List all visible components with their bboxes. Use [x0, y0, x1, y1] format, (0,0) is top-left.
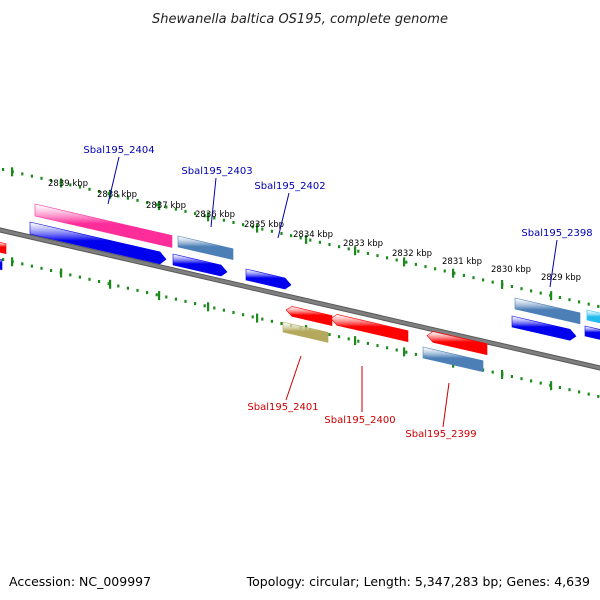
gene-label[interactable]: Sbal195_2399 — [405, 429, 476, 440]
ruler-major-tick — [11, 257, 14, 267]
gene-label[interactable]: Sbal195_2398 — [521, 228, 592, 239]
ruler-tick-label: 2839 kbp — [48, 179, 88, 189]
gene-forward-a[interactable] — [29, 221, 167, 265]
ruler-major-tick — [452, 268, 455, 278]
gene-reverse-b[interactable] — [426, 331, 488, 356]
ruler-major-tick — [60, 268, 63, 278]
gene-reverse-a[interactable] — [285, 306, 333, 326]
ruler-major-tick — [501, 280, 504, 289]
ruler-tick-label: 2832 kbp — [392, 249, 432, 259]
gene-sbal195-2398[interactable] — [514, 297, 581, 325]
gene-label[interactable]: Sbal195_2404 — [83, 145, 154, 156]
label-leader-line — [285, 355, 302, 401]
label-leader-line — [277, 192, 290, 239]
ruler-major-tick — [11, 167, 14, 177]
ruler-layer: 2839 kbp 2838 kbp 2837 kbp 2836 kbp 2835 kbp… — [2, 167, 600, 398]
ruler-major-tick — [256, 313, 259, 323]
accession-text: Accession: NC_009997 — [9, 574, 151, 589]
ruler-major-tick — [109, 279, 112, 289]
ruler-major-tick — [403, 347, 406, 357]
gene-label[interactable]: Sbal195_2400 — [324, 415, 395, 426]
ruler-tick-label: 2835 kbp — [244, 220, 284, 230]
gene-label[interactable]: Sbal195_2403 — [181, 166, 252, 177]
ruler-tick-label: 2836 kbp — [195, 210, 235, 220]
gene-sbal195-2400[interactable] — [330, 314, 409, 343]
label-leader-line — [210, 177, 217, 228]
gene-forward-edge-cyan[interactable] — [586, 309, 600, 325]
gene-sbal195-2403[interactable] — [177, 235, 234, 260]
ruler-tick-label: 2831 kbp — [442, 257, 482, 267]
gene-edge-red[interactable] — [0, 241, 7, 255]
gene-sbal195-2401[interactable] — [282, 321, 329, 343]
summary-text: Topology: circular; Length: 5,347,283 bp… — [246, 574, 590, 589]
ruler-major-tick — [305, 234, 308, 244]
ruler-major-tick — [207, 212, 210, 222]
ruler-major-tick — [501, 370, 504, 379]
label-leader-line — [442, 382, 450, 428]
gene-sbal195-2402[interactable] — [245, 268, 292, 290]
ruler-major-tick — [354, 336, 357, 346]
backbone-layer — [0, 227, 600, 371]
ruler-tick-label: 2829 kbp — [541, 273, 581, 283]
ruler-major-tick — [158, 291, 161, 301]
genome-backbone — [0, 228, 600, 370]
gene-label[interactable]: Sbal195_2402 — [254, 181, 325, 192]
ruler-major-tick — [354, 246, 357, 256]
gene-forward-c[interactable] — [511, 315, 577, 341]
gene-sbal195-2399[interactable] — [422, 346, 484, 373]
ruler-major-tick — [207, 302, 210, 312]
gene-edge-blue[interactable] — [0, 257, 3, 271]
gene-forward-b[interactable] — [172, 253, 228, 277]
ruler-tick-label: 2837 kbp — [146, 201, 186, 211]
ruler-tick-label: 2830 kbp — [491, 265, 531, 275]
ruler-major-tick — [550, 291, 553, 301]
gene-sbal195-2404[interactable] — [34, 203, 173, 248]
label-leader-line — [107, 156, 120, 205]
ruler-tick-label: 2838 kbp — [97, 190, 137, 200]
label-leader-line — [549, 239, 558, 288]
ruler-major-tick — [158, 201, 161, 211]
ruler-major-tick — [60, 178, 63, 188]
ruler-major-tick — [550, 381, 553, 391]
ruler-major-tick — [403, 257, 406, 267]
gene-layer — [0, 203, 600, 373]
map-title: Shewanella baltica OS195, complete genom… — [152, 12, 448, 27]
gene-forward-edge-blue[interactable] — [584, 325, 600, 340]
ruler-major-tick — [256, 223, 259, 233]
gene-label[interactable]: Sbal195_2401 — [247, 402, 318, 413]
ruler-tick-label: 2834 kbp — [293, 230, 333, 240]
ruler-tick-label: 2833 kbp — [343, 239, 383, 249]
